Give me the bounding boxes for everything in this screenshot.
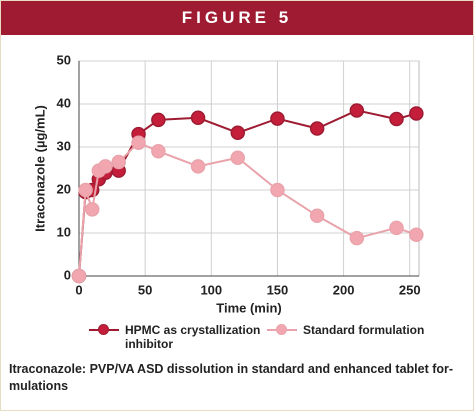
caption-line: Itraconazole: PVP/VA ASD dissolution in … [9,362,454,376]
data-point [230,125,246,141]
data-point [190,159,206,174]
data-point [230,150,246,165]
data-point [409,227,424,242]
data-point [71,268,87,284]
data-point [151,144,166,159]
y-tick-label: 40 [57,95,71,110]
data-point [389,111,404,127]
x-tick-label: 100 [200,282,222,297]
data-point [151,112,166,128]
caption: Itraconazole: PVP/VA ASD dissolution in … [9,361,469,395]
x-tick-label: 0 [75,282,82,297]
y-axis-label: Itraconazole (µg/mL) [32,105,47,232]
data-point [190,110,206,126]
y-tick-label: 30 [57,138,71,153]
data-point [270,111,285,126]
legend-marker [98,324,109,335]
x-tick-label: 150 [267,282,289,297]
caption-line: mulations [9,379,69,393]
legend-label: HPMC as crystallization inhibitor [125,323,261,351]
y-tick-label: 20 [57,181,71,196]
data-point [131,135,146,150]
data-point [409,106,424,121]
data-point [309,208,325,224]
data-point [349,103,365,118]
data-point [309,121,325,136]
data-point [84,202,100,217]
x-axis-label: Time (min) [216,300,282,315]
legend-entry: HPMC as crystallization inhibitor [89,323,267,351]
y-tick-label: 0 [64,267,71,282]
data-point [98,159,113,174]
x-tick-label: 250 [399,282,421,297]
data-point [111,154,126,170]
y-tick-label: 50 [57,52,71,67]
figure-banner: FIGURE 5 [1,1,473,35]
x-tick-label: 200 [333,282,355,297]
data-point [349,230,365,246]
legend-label: Standard formulation [303,323,425,337]
data-point [78,182,93,198]
legend-key [89,323,119,337]
plot-area [78,60,420,277]
data-point [270,182,285,198]
x-tick-label: 50 [138,282,152,297]
chart: 0 10 20 30 40 50 0 50 100 150 200 250 Time (min) Itra… [32,52,424,315]
legend-key [267,323,297,337]
y-tick-label: 10 [57,224,71,239]
legend-entry: Standard formulation [267,323,447,351]
data-point [389,220,404,236]
legend-marker [276,324,287,335]
legend: HPMC as crystallization inhibitor Standar… [89,323,449,351]
